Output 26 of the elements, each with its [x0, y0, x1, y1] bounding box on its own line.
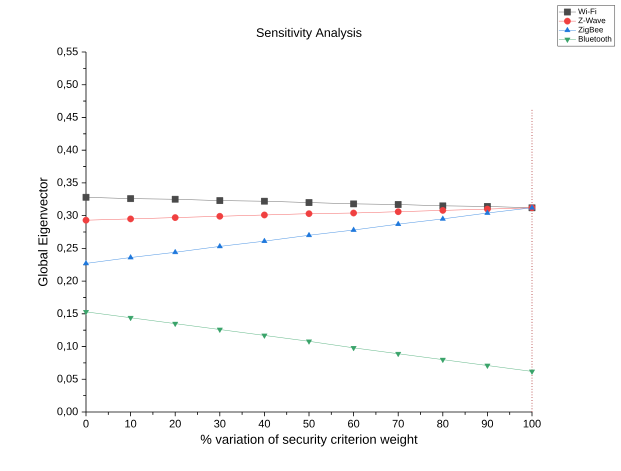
y-tick-label: 0,00 — [57, 407, 78, 417]
x-tick-label: 20 — [170, 420, 181, 428]
y-tick-label: 0,50 — [57, 80, 78, 90]
y-tick-label: 0,30 — [57, 211, 78, 220]
x-tick-label: 0 — [83, 420, 89, 428]
x-tick-label: 60 — [348, 420, 360, 428]
y-tick-label: 0,20 — [57, 276, 78, 286]
y-axis-title: Global Eigenvector — [38, 178, 50, 286]
y-tick-label: 0,15 — [57, 309, 78, 318]
chart-title: Sensitivity Analysis — [256, 28, 362, 40]
x-tick-label: 100 — [524, 420, 541, 428]
x-tick-label: 80 — [437, 420, 448, 428]
x-tick-label: 30 — [214, 420, 226, 428]
y-tick-label: 0,45 — [57, 112, 78, 122]
x-tick-label: 90 — [482, 420, 494, 428]
y-tick-label: 0,25 — [57, 244, 78, 253]
y-tick-label: 0,10 — [57, 342, 78, 352]
y-tick-label: 0,55 — [57, 47, 78, 57]
x-tick-label: 40 — [258, 420, 270, 428]
x-axis-title: % variation of security criterion weight — [200, 434, 418, 446]
y-tick-label: 0,35 — [57, 178, 78, 188]
x-tick-label: 10 — [125, 420, 136, 428]
x-tick-label: 70 — [392, 420, 404, 428]
x-tick-label: 50 — [303, 420, 315, 428]
y-tick-label: 0,05 — [57, 374, 78, 384]
y-tick-label: 0,40 — [57, 146, 78, 155]
